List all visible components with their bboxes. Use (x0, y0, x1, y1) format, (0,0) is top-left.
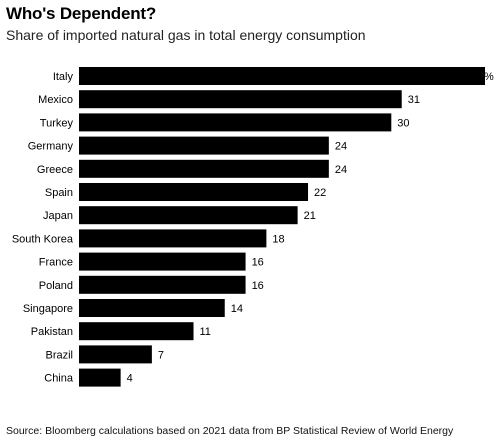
category-label: France (39, 257, 73, 269)
bar (79, 159, 329, 178)
category-label: Italy (53, 71, 74, 83)
category-label: Singapore (23, 303, 73, 315)
category-label: Japan (43, 210, 73, 222)
source-note: Source: Bloomberg calculations based on … (6, 425, 454, 437)
value-label: 39% (472, 71, 494, 83)
value-label: 22 (314, 187, 326, 199)
category-label: Brazil (45, 349, 73, 361)
category-label: China (44, 373, 74, 385)
chart-subtitle: Share of imported natural gas in total e… (6, 27, 366, 43)
category-label: Mexico (38, 94, 73, 106)
category-label: Turkey (40, 117, 74, 129)
bar (79, 322, 194, 341)
bar (79, 299, 225, 317)
category-label: South Korea (12, 233, 74, 245)
bar (79, 206, 298, 225)
bar (79, 275, 246, 294)
chart-title: Who's Dependent? (6, 4, 157, 23)
bar (79, 90, 402, 109)
value-label: 24 (335, 164, 347, 176)
category-label: Greece (37, 164, 73, 176)
bar (79, 368, 121, 387)
bar (79, 113, 392, 132)
value-label: 31 (408, 94, 420, 106)
value-label: 24 (335, 141, 347, 153)
bar (79, 136, 329, 155)
value-label: 7 (158, 349, 164, 361)
value-label: 4 (127, 373, 133, 385)
category-label: Pakistan (31, 326, 73, 338)
category-label: Spain (45, 187, 73, 199)
bar (79, 67, 485, 85)
value-label: 18 (272, 233, 284, 245)
value-label: 16 (252, 280, 264, 292)
bar (79, 345, 152, 364)
value-label: 21 (304, 210, 316, 222)
value-label: 11 (200, 326, 211, 338)
value-label: 30 (397, 117, 409, 129)
category-label: Germany (28, 141, 74, 153)
bar (79, 183, 309, 201)
value-label: 16 (252, 257, 264, 269)
bar (79, 229, 267, 248)
bar (79, 252, 246, 271)
value-label: 14 (231, 303, 243, 315)
bar-chart: Italy 39% Mexico 31 Turkey 30 Germany 24 Greece 2… (12, 67, 494, 387)
category-label: Poland (39, 280, 73, 292)
